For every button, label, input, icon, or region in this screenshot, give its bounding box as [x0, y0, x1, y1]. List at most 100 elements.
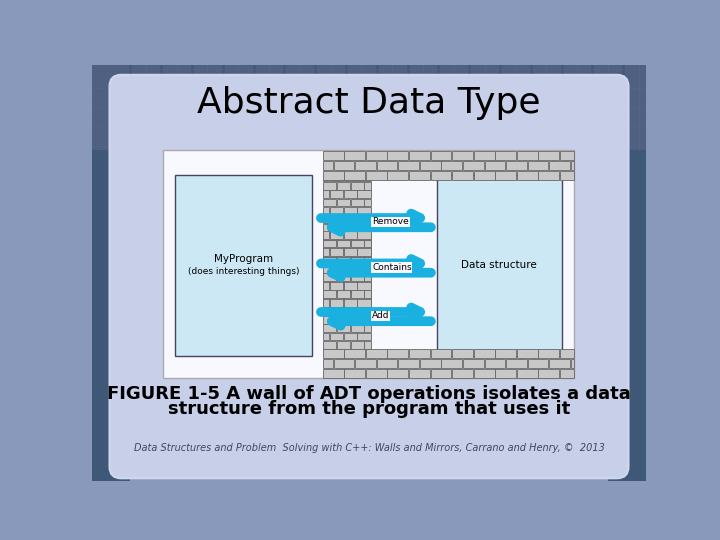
Bar [528, 359, 549, 368]
Bar [351, 291, 364, 298]
Bar [343, 275, 356, 283]
Bar [333, 161, 354, 170]
Bar [337, 273, 350, 281]
Bar [377, 161, 397, 170]
Bar [323, 215, 336, 224]
Bar [323, 248, 329, 256]
Bar [337, 291, 350, 298]
Bar [337, 300, 350, 308]
Bar [452, 369, 473, 378]
Bar [343, 282, 356, 289]
Bar [420, 161, 441, 170]
Bar [357, 275, 371, 283]
Bar [330, 316, 343, 323]
Bar [92, 65, 647, 150]
Bar [351, 256, 364, 264]
Bar [323, 151, 343, 160]
Bar [485, 359, 505, 368]
Bar [330, 231, 343, 239]
Bar [366, 151, 387, 160]
Bar [517, 151, 538, 160]
Bar [517, 171, 538, 180]
Bar [337, 249, 350, 257]
Bar [366, 369, 387, 378]
Bar [351, 249, 364, 257]
Bar [343, 231, 356, 239]
Bar [357, 299, 371, 307]
Bar [323, 241, 329, 249]
Bar [163, 150, 574, 378]
Bar [323, 299, 329, 307]
Bar [343, 241, 356, 249]
Bar [323, 207, 329, 215]
Bar [337, 284, 350, 291]
Bar [364, 233, 371, 240]
Bar [351, 267, 364, 274]
Bar [560, 369, 574, 378]
Bar [323, 300, 336, 308]
Bar [366, 349, 387, 358]
Bar [343, 299, 356, 307]
Bar [364, 182, 371, 190]
Bar [539, 349, 559, 358]
Text: (does interesting things): (does interesting things) [188, 267, 300, 276]
Bar [517, 369, 538, 378]
Bar [344, 349, 365, 358]
Bar [351, 182, 364, 190]
Bar [323, 240, 336, 247]
Bar [357, 224, 371, 232]
Bar [571, 359, 574, 368]
Bar [330, 282, 343, 289]
Bar [337, 267, 350, 274]
Bar [323, 161, 333, 170]
Bar [539, 369, 559, 378]
Bar [330, 248, 343, 256]
Bar [452, 349, 473, 358]
Bar [560, 171, 574, 180]
Bar [337, 182, 350, 190]
Bar [364, 256, 371, 264]
Bar [387, 171, 408, 180]
Bar [337, 256, 350, 264]
Bar [351, 284, 364, 291]
Bar [323, 249, 336, 257]
Bar [431, 349, 451, 358]
Bar [364, 240, 371, 247]
Bar [330, 299, 343, 307]
Bar [398, 359, 419, 368]
Bar [175, 175, 312, 356]
Bar [351, 300, 364, 308]
Bar [323, 180, 329, 181]
Bar [333, 359, 354, 368]
Bar [323, 275, 329, 283]
Bar [463, 359, 484, 368]
Bar [323, 292, 329, 300]
Bar [364, 325, 371, 332]
Bar [387, 151, 408, 160]
Bar [355, 161, 376, 170]
Bar [398, 161, 419, 170]
Text: structure from the program that uses it: structure from the program that uses it [168, 400, 570, 418]
Bar [330, 333, 343, 340]
Bar [560, 349, 574, 358]
Bar [539, 171, 559, 180]
Text: Data Structures and Problem  Solving with C++: Walls and Mirrors, Carrano and He: Data Structures and Problem Solving with… [134, 443, 604, 453]
Bar [463, 161, 484, 170]
Bar [539, 151, 559, 160]
Bar [364, 215, 371, 224]
Bar [323, 273, 336, 281]
Bar [364, 300, 371, 308]
Bar [549, 359, 570, 368]
Bar [452, 171, 473, 180]
Bar [330, 180, 343, 181]
Bar [364, 249, 371, 257]
Bar [452, 151, 473, 160]
Bar [343, 180, 356, 181]
Bar [495, 151, 516, 160]
Bar [357, 241, 371, 249]
Bar [441, 161, 462, 170]
Bar [474, 171, 495, 180]
Bar [323, 369, 343, 378]
Bar [337, 341, 350, 349]
Bar [343, 292, 356, 300]
